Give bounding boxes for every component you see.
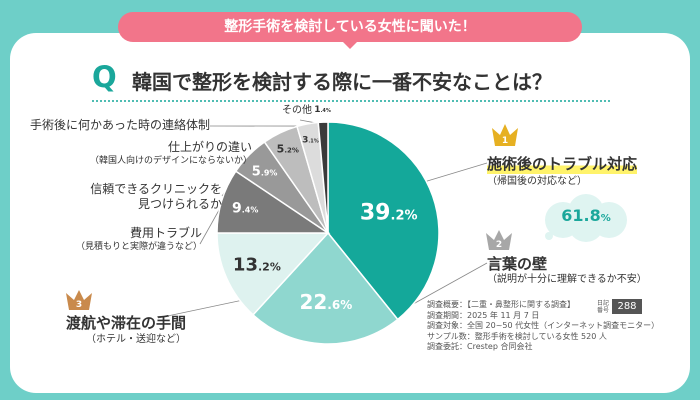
survey-line: 調査概要：【二重・鼻整形に関する調査】 <box>427 300 575 309</box>
label-finish: 仕上がりの違い （韓国人向けのデザインにならないか） <box>40 140 252 168</box>
combined-unit: % <box>600 213 611 224</box>
question-title: 韓国で整形を検討する際に一番不安なことは？ <box>132 70 552 94</box>
label-finish-sub: （韓国人向けのデザインにならないか） <box>89 156 252 166</box>
label-cost-sub: （見積もりと実際が違うなど） <box>75 242 202 252</box>
label-clinic-main: 信頼できるクリニックを <box>90 182 222 196</box>
label-other-main: その他 <box>282 105 312 116</box>
survey-line: サンプル数：整形手術を検討している女性 520 人 <box>427 331 607 341</box>
rank2-subtitle: （説明が十分に理解できるか不安） <box>487 274 647 285</box>
pie-value-label: 39.2% <box>360 200 418 225</box>
rank1-number: 1 <box>502 136 508 146</box>
combined-percentage: 61.8% <box>541 206 631 225</box>
pie-value-labels: 39.2% 22.6% 13.2% 9.4% 5.9% 5.2%3.1% 1.4% <box>232 105 418 314</box>
pie-slice <box>251 231 399 345</box>
page-number: 288 <box>612 299 642 314</box>
label-cost-main: 費用トラブル <box>129 226 202 240</box>
pie-value-label: 1.4% <box>314 105 331 115</box>
pie-value-label: 3.1% <box>302 135 319 145</box>
survey-details: 調査概要：【二重・鼻整形に関する調査】 調査期間：2025 年 11 月 7 日… <box>427 300 659 353</box>
rank1-subtitle: （帰国後の対応など） <box>487 176 587 187</box>
rank3-subtitle: （ホテル・送迎など） <box>86 334 186 345</box>
combined-int: 61 <box>561 206 584 225</box>
survey-line: 調査期間：2025 年 11 月 7 日 <box>427 310 540 320</box>
rank3-title: 渡航や滞在の手間 <box>66 314 187 332</box>
rank3-crown-icon: 3 <box>66 290 92 310</box>
banner-pointer <box>342 41 358 49</box>
rank2-crown-icon: 2 <box>486 230 512 250</box>
label-clinic: 信頼できるクリニックを 見つけられるか <box>40 182 222 212</box>
pie-slice <box>317 121 329 234</box>
pie-value-label: 5.9% <box>252 164 278 179</box>
rank1-title: 施術後のトラブル対応 <box>487 153 638 174</box>
label-other: その他 <box>262 103 312 118</box>
pie-value-label: 9.4% <box>232 201 258 217</box>
label-clinic-sub: 見つけられるか <box>137 197 222 211</box>
rank3-number: 3 <box>76 300 82 310</box>
pie-value-label: 5.2% <box>277 143 299 156</box>
pie-value-label: 13.2% <box>233 255 281 276</box>
question-letter: Q <box>92 60 117 94</box>
label-contact: 手術後に何かあった時の連絡体制 <box>20 118 210 133</box>
label-finish-main: 仕上がりの違い <box>167 140 252 154</box>
rank1-crown-icon: 1 <box>492 124 518 146</box>
label-contact-main: 手術後に何かあった時の連絡体制 <box>29 118 210 132</box>
pie-value-label: 22.6% <box>299 290 352 314</box>
pie-slices <box>216 121 440 345</box>
rank2-number: 2 <box>496 240 502 250</box>
title-divider <box>92 100 610 102</box>
combined-dec: .8 <box>583 206 601 225</box>
page-tag: 日記番号 <box>597 300 610 314</box>
survey-banner: 整形手術を検討している女性に聞いた！ <box>118 12 582 42</box>
survey-line: 調査委託：Crestep 合同会社 <box>427 342 533 352</box>
combined-cloud-bubble <box>545 194 627 242</box>
label-cost: 費用トラブル （見積もりと実際が違うなど） <box>40 226 202 254</box>
survey-line: 調査対象：全国 20~50 代女性（インターネット調査モニター） <box>427 321 660 331</box>
rank2-title: 言葉の壁 <box>487 255 548 273</box>
pie-slice <box>327 121 440 321</box>
pie-slice <box>216 232 330 316</box>
